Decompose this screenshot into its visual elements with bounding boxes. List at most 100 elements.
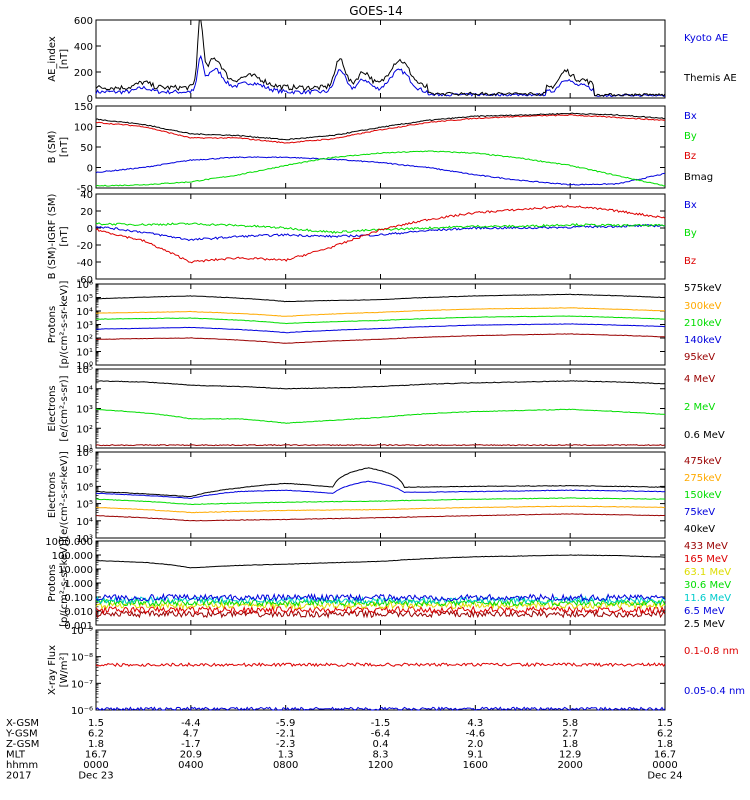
x-row-value: 5.8 [562,718,578,729]
y-tick-label: 150 [74,102,93,113]
x-row-value: -6.4 [371,729,391,740]
y-tick-label: 1.000 [64,579,93,590]
series-line-275kev [95,505,666,514]
y-tick-label: -20 [77,241,93,252]
legend-entry: 95keV [684,352,715,363]
y-tick-label: 10⁻⁸ [71,653,93,664]
series-group [95,380,666,447]
x-row-value: 1200 [368,760,393,771]
legend-entry: 300keV [684,301,722,312]
series-line-6-5-mev [95,592,666,603]
legend-entry: Bx [684,200,697,211]
series-line-2-5-mev [95,554,666,569]
panel-frame [95,193,666,280]
y-tick-label: 100 [74,123,93,134]
panel-frame [95,540,666,626]
y-tick-label: 10⁵ [76,365,93,376]
y-tick-label: 10¹ [76,444,93,455]
legend-entry: 140keV [684,335,722,346]
y-tick-label: 0 [87,224,93,235]
y-tick-label: -60 [77,275,93,286]
legend-entry: Bz [684,256,696,267]
panel-frame [95,19,666,99]
legend-entry: By [684,228,697,239]
series-line-bz [95,204,666,264]
y-tick-label: 0 [87,164,93,175]
y-tick-label: 0 [87,94,93,105]
legend-entry: Bz [684,151,696,162]
x-row-value: 1.5 [657,718,673,729]
y-axis-label: Electrons [47,472,58,518]
legend-entry: 11.6 MeV [684,593,731,604]
x-row-value: Dec 23 [78,771,113,782]
y-tick-label: 10⁸ [76,448,93,459]
series-line-140kev [96,323,666,334]
x-row-value: 1.8 [562,739,578,750]
series-line-bz [95,114,666,144]
y-axis-label: Protons [47,564,58,601]
legend-entry: 4 MeV [684,374,715,385]
legend-entry: 275keV [684,473,722,484]
x-row-value: Dec 24 [647,771,682,782]
series-line-40kev [95,467,666,498]
y-axis-label: Electrons [47,385,58,431]
x-row-value: 1.8 [88,739,104,750]
legend-entry: 6.5 MeV [684,606,725,617]
legend-entry: 2 MeV [684,402,715,413]
figure-title: GOES-14 [349,4,403,18]
x-row-value: 0800 [273,760,298,771]
y-axis-label: [nT] [59,137,70,157]
y-tick-label: 600 [74,16,93,27]
x-row-value: 16.7 [85,750,107,761]
y-tick-label: 40 [80,190,93,201]
panel-bsm: -50 0 50 100 150 B (SM) [nT] Bx By Bz Bmag [47,102,713,195]
y-tick-label: 10⁴ [76,307,93,318]
legend-entry: 210keV [684,318,722,329]
series-line-210kev [96,315,665,325]
x-row-label: Z-GSM [6,739,39,750]
y-tick-label: 10⁻⁶ [71,706,93,717]
panel-xray: 10⁻⁶ 10⁻⁷ 10⁻⁸ 10⁻⁹ X-ray Flux [W/m²] 0.1-0.8 … [47,626,745,717]
panel-electrons_mev: 10¹ 10² 10³ 10⁴ 10⁵ Electrons [e/(cm²-s-sr)] 4 … [47,365,725,455]
panel-frame [95,451,666,539]
y-tick-label: -50 [77,184,93,195]
series-line-575kev [95,293,665,303]
x-row-label: 2017 [6,771,31,782]
legend-entry: 40keV [684,524,715,535]
x-axis-table: X-GSM 1.5 -4.4 -5.9 -1.5 4.3 5.8 1.5 Y-GSM 6.2 4.7… [5,718,683,782]
y-tick-label: 10.000 [58,565,93,576]
y-tick-label: 10⁴ [76,517,93,528]
legend-entry: 63.1 MeV [684,567,731,578]
series-line-4-mev [95,444,666,447]
panel-frame [95,105,666,189]
y-tick-label: 10⁶ [76,280,93,291]
series-line-bx [95,156,666,186]
y-tick-label: 10⁰ [76,361,93,372]
x-row-label: X-GSM [6,718,39,729]
y-tick-label: 10³ [76,321,93,332]
y-axis-label: [nT] [59,226,70,246]
y-tick-label: 10⁻⁷ [71,679,93,690]
legend-entry: Bmag [684,172,713,183]
series-line-by [95,222,666,234]
series-group [95,662,666,711]
x-row-label: MLT [6,750,26,761]
panel-frame [95,629,666,711]
series-line-95kev [95,333,666,344]
legend-entry: 30.6 MeV [684,580,731,591]
x-row-value: 8.3 [373,750,389,761]
x-row-value: -4.4 [181,718,201,729]
y-axis-label: Protons [47,306,58,343]
series-line-0-05-0-4-nm [95,706,666,711]
y-tick-label: 10¹ [76,348,93,359]
panel-protons_mev: 0.001 0.010 0.100 1.000 10.000 100.000 1000.00… [45,537,731,632]
series-line-433-mev [95,609,666,619]
x-row-value: 4.7 [183,729,199,740]
y-axis-label: [p/(cm²-s-sr-keV)] [59,281,70,369]
y-tick-label: 10³ [76,405,93,416]
y-tick-label: 0.100 [64,593,93,604]
y-tick-label: 10⁶ [76,482,93,493]
y-axis-label: [p/(cm²-s-sr-keV)] [59,539,70,627]
